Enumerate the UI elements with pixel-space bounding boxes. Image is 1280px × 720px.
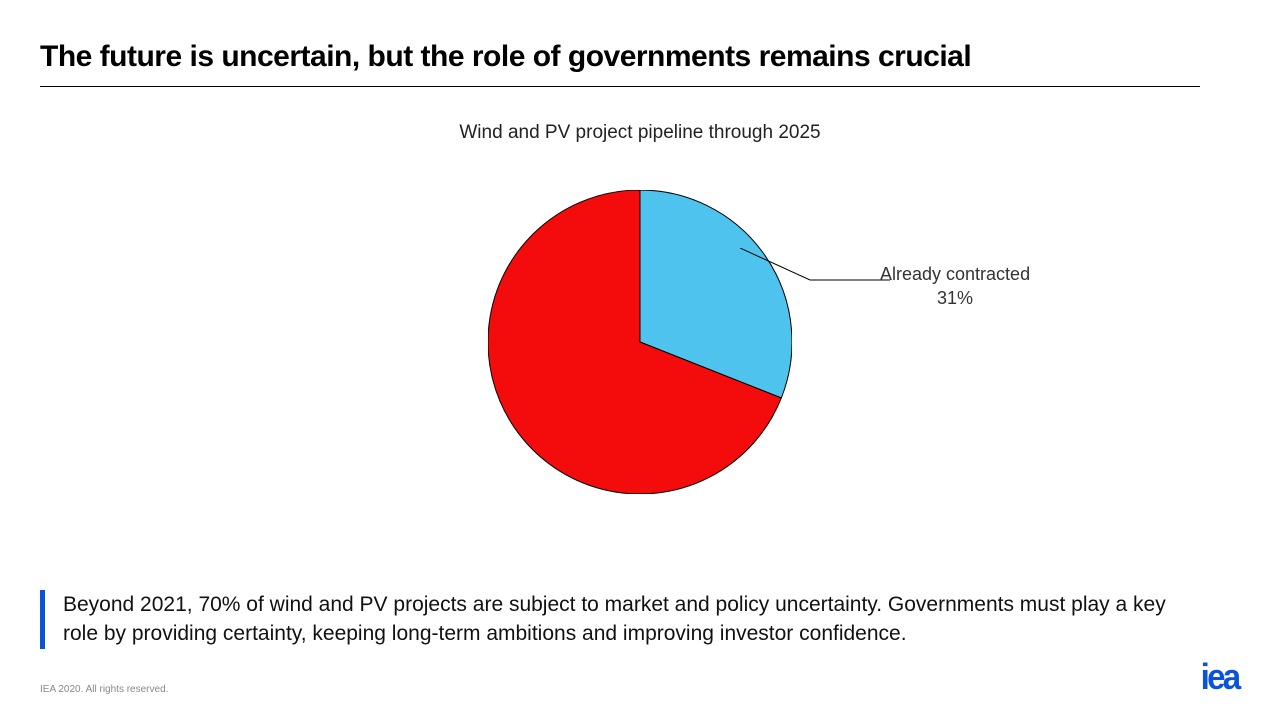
iea-logo: iea <box>1201 656 1239 698</box>
body-paragraph: Beyond 2021, 70% of wind and PV projects… <box>40 590 1200 649</box>
pie-chart <box>488 190 792 494</box>
page-title: The future is uncertain, but the role of… <box>40 40 1200 87</box>
footer-copyright: IEA 2020. All rights reserved. <box>40 684 168 695</box>
header: The future is uncertain, but the role of… <box>40 40 1200 87</box>
callout-label-line2: 31% <box>880 286 1030 310</box>
callout-label: Already contracted 31% <box>880 262 1030 311</box>
callout-label-line1: Already contracted <box>880 262 1030 286</box>
chart-title: Wind and PV project pipeline through 202… <box>0 122 1280 144</box>
